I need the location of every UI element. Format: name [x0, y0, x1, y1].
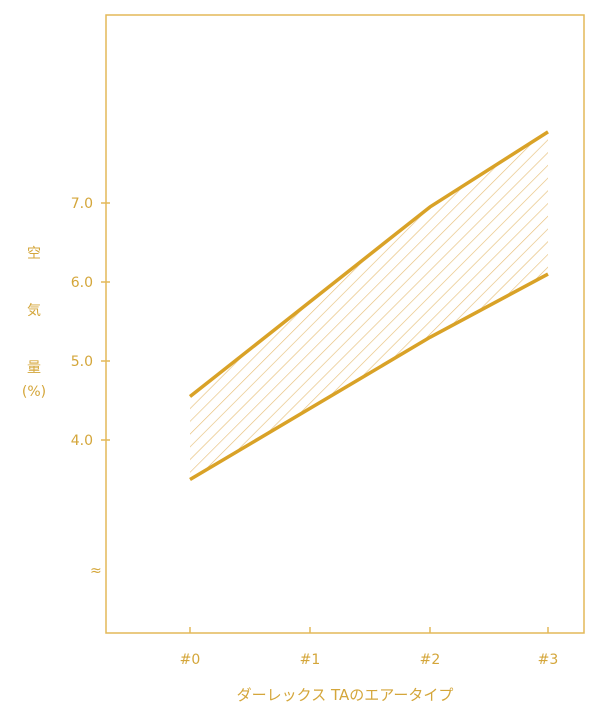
y-tick-label: 4.0	[71, 433, 93, 449]
axis-break-mark: ≈	[90, 563, 102, 579]
y-axis-ticks: 4.0 5.0 6.0 7.0	[71, 196, 110, 449]
series-upper-line	[188, 130, 549, 398]
x-tick-label: #1	[300, 652, 321, 668]
y-tick-label: 6.0	[71, 275, 93, 291]
x-tick-label: #0	[180, 652, 201, 668]
x-axis-ticks: #0 #1 #2 #3	[180, 627, 559, 668]
plot-frame	[105, 14, 585, 634]
x-tick-label: #3	[538, 652, 559, 668]
y-axis-label-char: 気	[27, 303, 41, 319]
y-tick-label: 5.0	[71, 354, 93, 370]
y-axis-label: 空気量 (%)	[22, 246, 46, 400]
hatched-band	[190, 131, 548, 480]
y-axis-label-char: (%)	[22, 384, 46, 400]
y-axis-label-char: 空	[27, 246, 41, 262]
y-tick-label: 7.0	[71, 196, 93, 212]
series-lower-line	[189, 272, 549, 482]
x-tick-label: #2	[420, 652, 441, 668]
x-axis-label: ダーレックス TAのエアータイプ	[237, 686, 454, 704]
y-axis-label-char: 量	[27, 360, 41, 376]
